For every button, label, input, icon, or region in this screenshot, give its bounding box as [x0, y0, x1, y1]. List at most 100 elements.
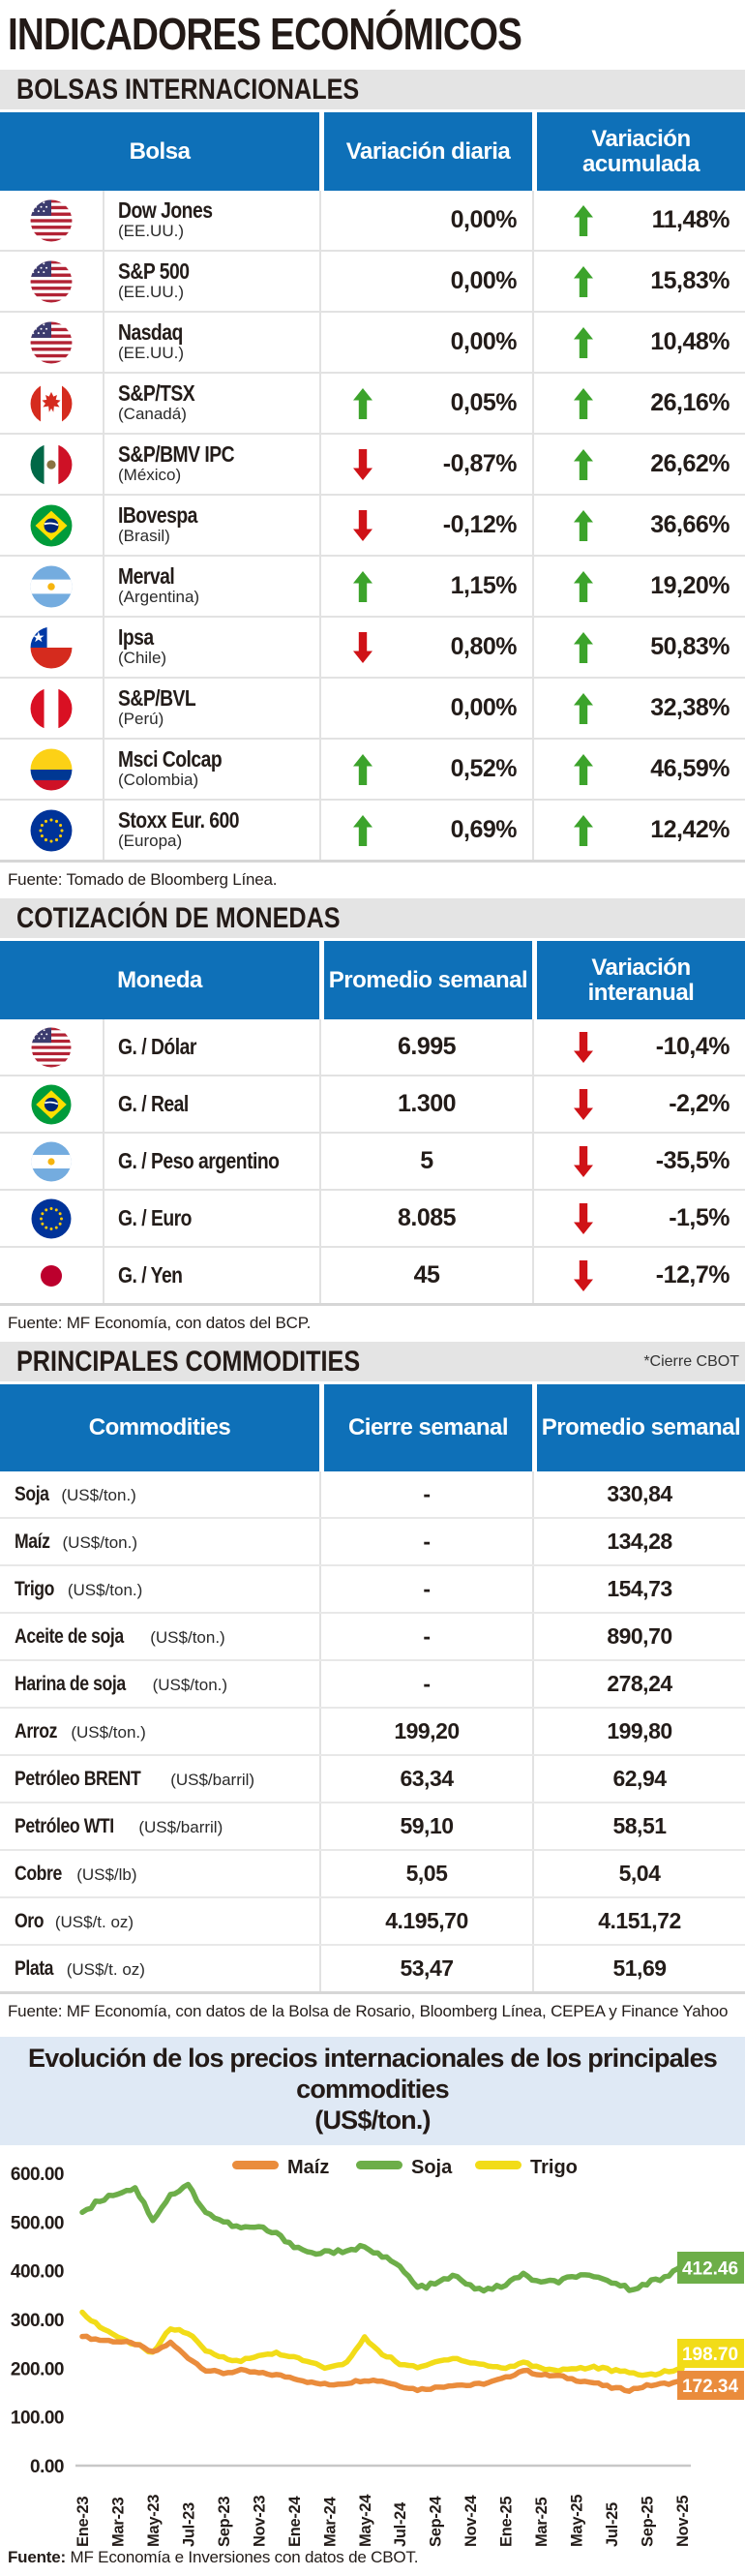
svg-text:May-25: May-25: [569, 2494, 586, 2546]
commodity-unit: (US$/ton.): [61, 1485, 136, 1504]
weekly-average-cell: 58,51: [532, 1803, 745, 1849]
down-arrow-icon: [573, 1088, 594, 1121]
commodities-table-row: Petróleo WTI (US$/barril) 59,10 58,51: [0, 1803, 745, 1851]
index-name: Dow Jones: [118, 197, 213, 223]
daily-variation-value: 0,52%: [450, 755, 518, 782]
index-cell: IBovespa (Brasil): [103, 496, 319, 555]
svg-text:500.00: 500.00: [11, 2213, 64, 2233]
svg-text:Jul-25: Jul-25: [604, 2502, 621, 2547]
up-arrow-icon: [573, 387, 594, 420]
accumulated-variation-cell: 36,66%: [532, 496, 745, 555]
commodities-header-cierre-semanal: Cierre semanal: [324, 1384, 532, 1471]
up-arrow-icon: [573, 326, 594, 359]
daily-variation-cell: 0,05%: [319, 374, 532, 433]
up-arrow-icon: [573, 265, 594, 298]
ca-flag-icon: [30, 382, 73, 424]
flag-cell: [0, 435, 103, 494]
bolsas-header-variacion-diaria: Variación diaria: [324, 112, 532, 191]
br-flag-icon: [30, 504, 73, 546]
weekly-average-value: 1.300: [397, 1090, 457, 1117]
commodity-name: Petróleo BRENT: [15, 1767, 141, 1790]
legend-swatch-maíz: [232, 2160, 279, 2169]
commodities-table-header: Commodities Cierre semanal Promedio sema…: [0, 1384, 745, 1471]
accumulated-variation-value: 26,62%: [650, 450, 730, 477]
commodities-table-body: Soja (US$/ton.) - 330,84 Maíz (US$/ton.)…: [0, 1471, 745, 1994]
flag-cell: [0, 1191, 103, 1246]
commodities-header-commodities: Commodities: [0, 1384, 319, 1471]
svg-text:300.00: 300.00: [11, 2311, 64, 2331]
index-name: S&P/TSX: [118, 379, 195, 406]
ar-flag-icon: [31, 1141, 72, 1181]
yearly-variation-cell: -1,5%: [532, 1191, 745, 1246]
commodities-table-row: Soja (US$/ton.) - 330,84: [0, 1471, 745, 1519]
end-label-value: 172.34: [682, 2377, 739, 2397]
flag-cell: [0, 1019, 103, 1075]
commodities-table-row: Maíz (US$/ton.) - 134,28: [0, 1519, 745, 1566]
daily-variation-cell: -0,87%: [319, 435, 532, 494]
weekly-average-cell: 154,73: [532, 1566, 745, 1612]
monedas-section-title: COTIZACIÓN DE MONEDAS: [16, 901, 341, 934]
end-label-value: 412.46: [682, 2258, 738, 2279]
weekly-average-value: 45: [413, 1261, 440, 1288]
commodities-table-row: Trigo (US$/ton.) - 154,73: [0, 1566, 745, 1614]
index-country: (EE.UU.): [118, 222, 184, 241]
bolsas-table-row: Msci Colcap (Colombia) 0,52% 46,59%: [0, 740, 745, 801]
accumulated-variation-value: 46,59%: [650, 755, 730, 782]
index-cell: Merval (Argentina): [103, 557, 319, 616]
monedas-table-body: G. / Dólar 6.995 -10,4% G. / Real 1.300 …: [0, 1019, 745, 1306]
commodity-cell: Oro (US$/t. oz): [0, 1910, 319, 1933]
weekly-close-cell: 53,47: [319, 1946, 532, 1991]
legend-swatch-trigo: [475, 2160, 522, 2169]
down-arrow-icon: [352, 509, 373, 542]
monedas-header-promedio-semanal: Promedio semanal: [324, 941, 532, 1019]
index-cell: S&P 500 (EE.UU.): [103, 252, 319, 311]
accumulated-variation-value: 32,38%: [650, 694, 730, 721]
cl-flag-icon: [30, 626, 73, 668]
yearly-variation-value: -12,7%: [655, 1261, 730, 1288]
jp-flag-icon: [31, 1256, 72, 1295]
accumulated-variation-value: 50,83%: [650, 633, 730, 660]
currency-cell: G. / Peso argentino: [103, 1134, 319, 1189]
svg-text:Sep-25: Sep-25: [640, 2496, 657, 2546]
accumulated-variation-value: 36,66%: [650, 511, 730, 538]
commodity-unit: (US$/barril): [138, 1817, 224, 1836]
weekly-close-cell: -: [319, 1614, 532, 1659]
index-cell: Nasdaq (EE.UU.): [103, 313, 319, 372]
commodity-cell: Harina de soja (US$/ton.): [0, 1673, 319, 1696]
bolsas-table-header: Bolsa Variación diaria Variación acumula…: [0, 112, 745, 191]
currency-name: G. / Euro: [118, 1204, 192, 1230]
bolsas-table-row: S&P/BVL (Perú) 0,00% 32,38%: [0, 679, 745, 740]
commodity-unit: (US$/ton.): [67, 1580, 143, 1599]
index-country: (EE.UU.): [118, 344, 184, 363]
commodity-name: Arroz: [15, 1719, 57, 1743]
commodities-section-band: PRINCIPALES COMMODITIES *Cierre CBOT: [0, 1342, 745, 1381]
index-country: (EE.UU.): [118, 283, 184, 302]
yearly-variation-cell: -2,2%: [532, 1076, 745, 1132]
us-flag-icon: [30, 321, 73, 363]
weekly-average-cell: 890,70: [532, 1614, 745, 1659]
weekly-average-value: 5: [420, 1147, 433, 1174]
commodities-table-row: Cobre (US$/lb) 5,05 5,04: [0, 1851, 745, 1898]
accumulated-variation-cell: 46,59%: [532, 740, 745, 799]
accumulated-variation-value: 11,48%: [651, 206, 730, 233]
currency-name: G. / Dólar: [118, 1033, 196, 1059]
end-label-box-trigo: [677, 2338, 744, 2368]
yearly-variation-cell: -10,4%: [532, 1019, 745, 1075]
monedas-table-row: G. / Dólar 6.995 -10,4%: [0, 1019, 745, 1076]
index-name: Merval: [118, 562, 175, 589]
weekly-close-cell: -: [319, 1661, 532, 1707]
weekly-average-cell: 62,94: [532, 1756, 745, 1802]
accumulated-variation-cell: 11,48%: [532, 191, 745, 250]
index-country: (Argentina): [118, 588, 200, 607]
daily-variation-cell: 0,00%: [319, 679, 532, 738]
commodity-name: Plata: [15, 1956, 54, 1980]
flag-cell: [0, 801, 103, 860]
monedas-table-row: G. / Real 1.300 -2,2%: [0, 1076, 745, 1134]
index-name: Msci Colcap: [118, 745, 223, 772]
yearly-variation-value: -1,5%: [669, 1204, 730, 1231]
down-arrow-icon: [352, 631, 373, 664]
weekly-average-cell: 1.300: [319, 1076, 532, 1132]
index-country: (Chile): [118, 649, 167, 668]
accumulated-variation-cell: 26,62%: [532, 435, 745, 494]
svg-text:100.00: 100.00: [11, 2408, 64, 2428]
